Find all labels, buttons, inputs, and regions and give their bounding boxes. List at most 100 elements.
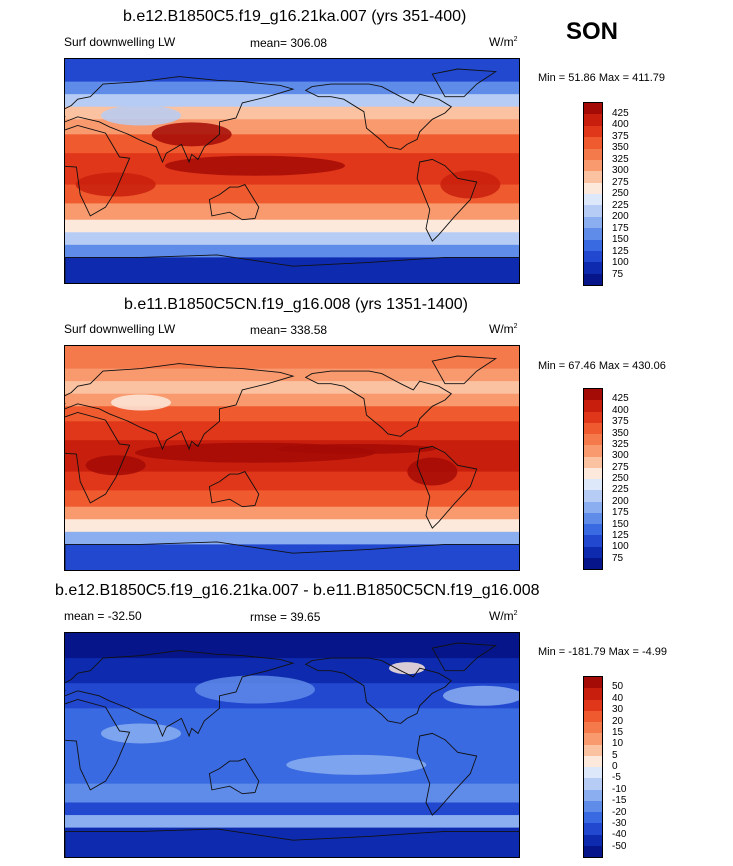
contour-band [65,393,519,407]
colorbar-tick-label: 75 [612,552,624,564]
coastline [431,355,498,385]
contour-region [111,394,171,411]
contour-region [75,172,156,197]
contour-region [407,457,458,486]
coastline [65,76,295,164]
coastline [65,125,131,217]
colorbar-tick-label: 175 [612,507,629,519]
colorbar-tick-label: 100 [612,257,629,268]
contour-band [65,257,519,283]
colorbar-swatch [584,524,602,536]
colorbar-tick-label: 200 [612,211,629,222]
colorbar-swatch [584,194,602,206]
contour-band [65,368,519,382]
units-label: W/m2 [489,35,518,49]
colorbar-tick-label: 150 [612,234,629,245]
colorbar-tick-label: 125 [612,245,629,257]
contour-region [276,443,437,454]
min-max-label: Min = 67.46 Max = 430.06 [538,360,666,372]
colorbar-tick-label: 350 [612,142,629,153]
colorbar-swatch [584,171,602,183]
colorbar-swatch [584,400,602,412]
min-max-label: Min = 51.86 Max = 411.79 [538,72,665,84]
colorbar-swatch [584,411,602,423]
colorbar-swatch [584,103,602,115]
contour-band [65,406,519,422]
colorbar-swatch [584,159,602,172]
colorbar-tick-label: 50 [612,681,624,693]
coastline [431,68,498,98]
contour-band [65,94,519,108]
mean-label: mean= 306.08 [250,36,328,50]
coastline [65,254,519,283]
colorbar-tick-label: 20 [612,715,624,727]
colorbar-swatch [584,273,602,285]
contour-band [65,219,519,233]
units-label: W/m2 [489,609,518,623]
colorbar-tick-label: 350 [612,427,629,439]
colorbar-swatch [584,137,602,149]
contour-band [65,633,519,659]
colorbar-tick-label: 200 [612,495,629,507]
coastline [208,184,260,221]
colorbar-swatch [584,823,602,835]
contour-band [65,490,519,508]
contour-region [85,455,146,476]
contour-band [65,506,519,520]
coastline [304,370,453,437]
colorbar-swatch [584,182,602,194]
colorbar-swatch [584,546,602,558]
colorbar-swatch [584,125,602,138]
coastline [65,828,519,857]
contour-band [65,783,519,803]
contour-region [101,105,181,126]
contour-band [65,232,519,246]
coastline [65,699,131,791]
colorbar-tick-label: 40 [612,692,624,704]
variable-label: Surf downwelling LW [64,35,176,49]
colorbar-tick-label: -20 [612,806,627,818]
colorbar [583,676,603,858]
contour-band [65,708,519,785]
colorbar [583,388,603,570]
contour-map [65,346,519,570]
contour-region [440,170,501,199]
coastline [208,758,260,795]
contour-band [65,184,519,204]
colorbar-tick-label: -10 [612,783,627,795]
contour-band [65,81,519,95]
colorbar-tick-label: 300 [612,165,629,176]
coastline [416,732,478,816]
colorbar-tick-label: 250 [612,188,629,199]
colorbar-swatch [584,767,602,779]
rmse-label: rmse = 39.65 [250,610,321,624]
colorbar-swatch [584,755,602,767]
colorbar-swatch [584,722,602,734]
season-label: SON [566,18,619,45]
panel-title: b.e12.B1850C5.f19_g16.21ka.007 - b.e11.B… [55,582,540,599]
contour-region [286,754,427,775]
colorbar-tick-label: 375 [612,130,629,142]
colorbar-swatch [584,789,602,801]
colorbar-tick-label: -5 [612,772,621,784]
contour-region [165,155,345,176]
colorbar-tick-label: 325 [612,153,629,165]
colorbar-tick-label: 175 [612,222,629,234]
colorbar-swatch [584,812,602,824]
colorbar-tick-label: 400 [612,404,629,416]
contour-region [389,662,425,675]
contour-map [65,633,519,857]
contour-region [443,685,519,706]
mean-label: mean= 338.58 [250,323,328,337]
colorbar-tick-label: 300 [612,450,629,462]
colorbar-tick-label: 225 [612,199,629,211]
map-plot [64,58,520,284]
panel-title: b.e11.B1850C5CN.f19_g16.008 (yrs 1351-14… [124,296,468,313]
colorbar-swatch [584,205,602,217]
colorbar-tick-label: 325 [612,438,629,450]
colorbar-swatch [584,389,602,401]
variable-label: Surf downwelling LW [64,322,176,336]
colorbar-swatch [584,479,602,491]
colorbar-tick-label: 150 [612,518,629,530]
colorbar-swatch [584,445,602,457]
